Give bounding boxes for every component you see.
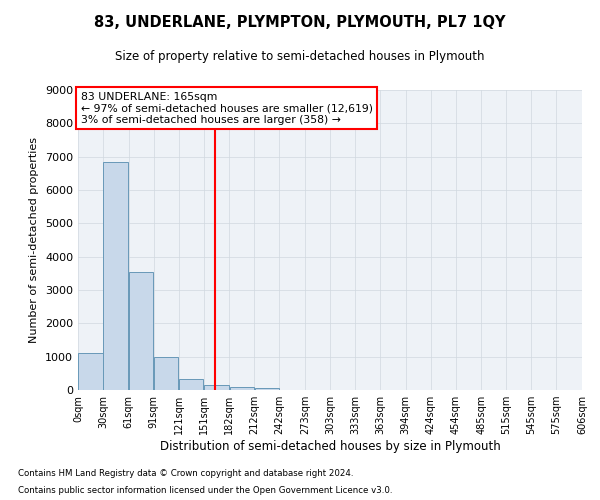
Bar [103,162,128,390]
Bar [129,272,154,390]
Text: 83, UNDERLANE, PLYMPTON, PLYMOUTH, PL7 1QY: 83, UNDERLANE, PLYMPTON, PLYMOUTH, PL7 1… [94,15,506,30]
Bar [154,356,178,390]
Bar [230,386,254,390]
Y-axis label: Number of semi-detached properties: Number of semi-detached properties [29,137,40,343]
Text: Size of property relative to semi-detached houses in Plymouth: Size of property relative to semi-detach… [115,50,485,63]
Text: 83 UNDERLANE: 165sqm
← 97% of semi-detached houses are smaller (12,619)
3% of se: 83 UNDERLANE: 165sqm ← 97% of semi-detac… [80,92,373,124]
Text: Contains HM Land Registry data © Crown copyright and database right 2024.: Contains HM Land Registry data © Crown c… [18,468,353,477]
Bar [179,380,203,390]
Text: Contains public sector information licensed under the Open Government Licence v3: Contains public sector information licen… [18,486,392,495]
X-axis label: Distribution of semi-detached houses by size in Plymouth: Distribution of semi-detached houses by … [160,440,500,453]
Bar [204,386,229,390]
Bar [78,354,103,390]
Bar [254,388,279,390]
